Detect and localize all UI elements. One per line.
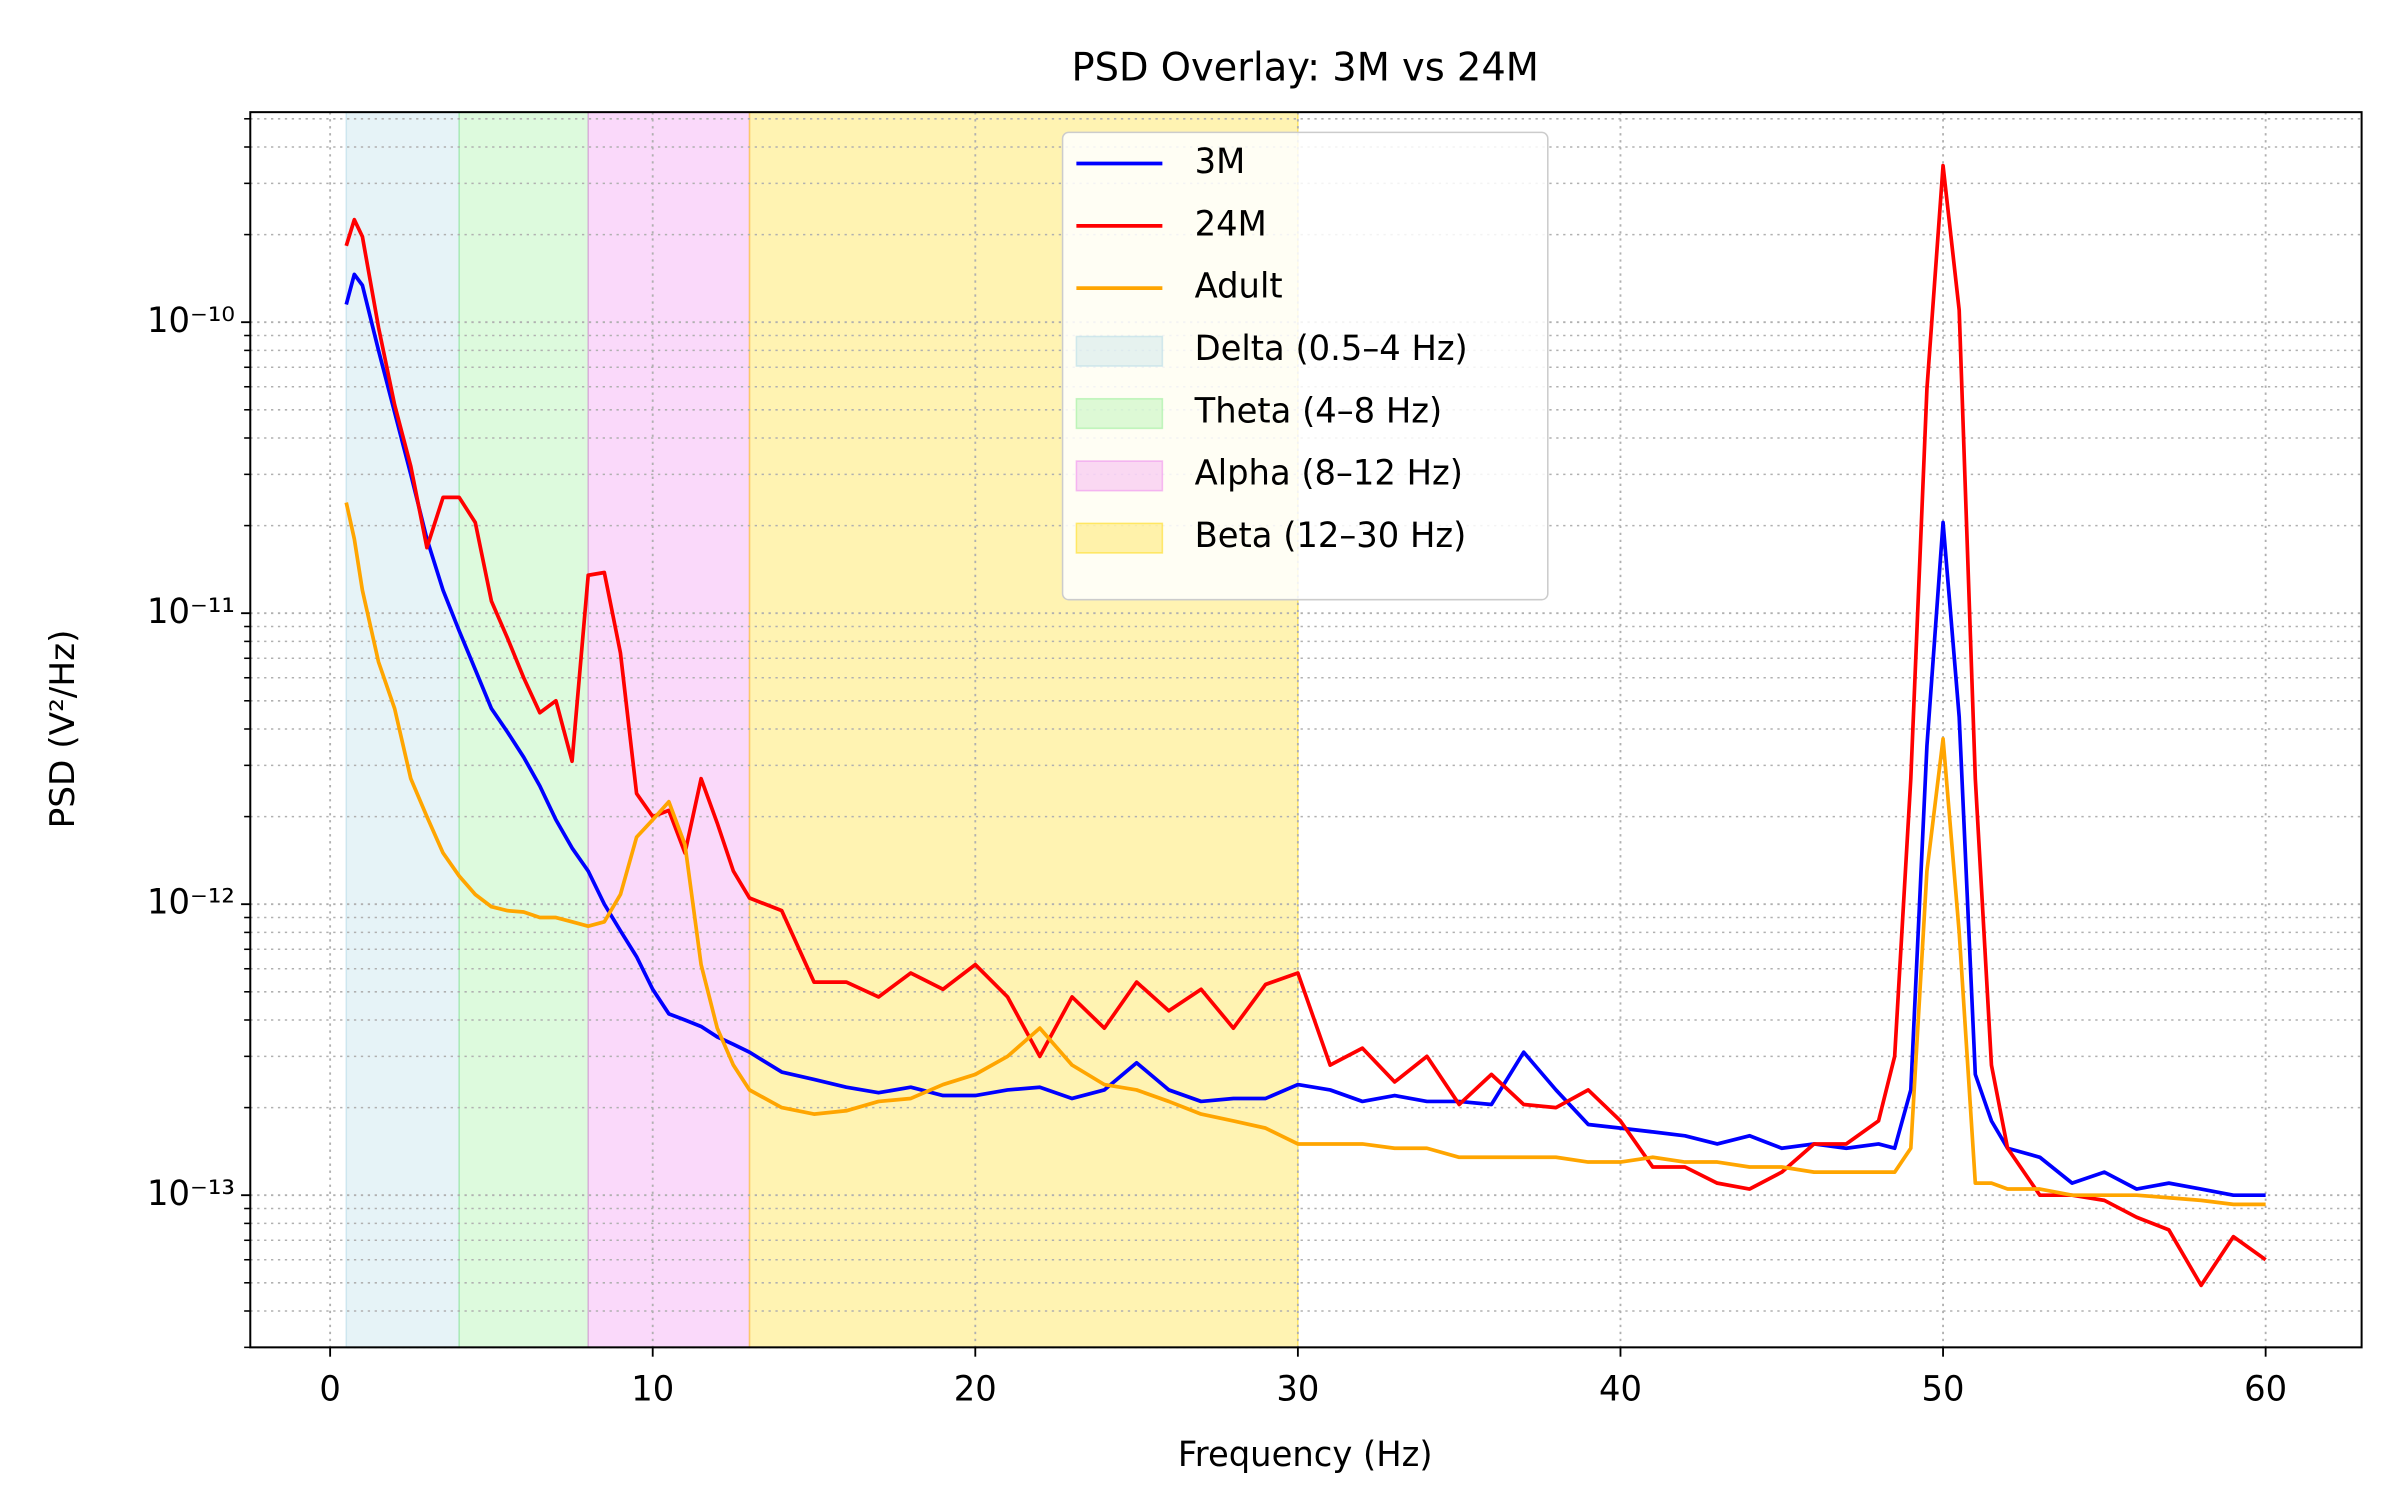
x-tick-label: 50 [1922,1369,1965,1409]
x-tick-label: 0 [319,1369,341,1409]
legend-swatch [1075,460,1164,492]
x-tick-label: 10 [631,1369,674,1409]
chart-title: PSD Overlay: 3M vs 24M [1071,45,1538,90]
x-tick-label: 20 [954,1369,997,1409]
legend-swatch [1075,335,1164,367]
y-tick-label: 10⁻¹² [147,883,235,923]
plot-frame [249,111,2363,1349]
series-line [344,163,2267,1288]
x-tick-label: 60 [2244,1369,2287,1409]
x-tick-label: 40 [1599,1369,1642,1409]
y-tick-label: 10⁻¹¹ [147,592,235,632]
legend-swatch [1075,522,1164,554]
x-axis-label: Frequency (Hz) [1178,1435,1433,1475]
y-tick-label: 10⁻¹³ [147,1174,235,1214]
legend-label: Delta (0.5–4 Hz) [1195,329,1468,369]
y-tick-label: 10⁻¹⁰ [147,301,235,341]
series-line [344,502,2266,1207]
legend-swatch [1075,397,1164,430]
legend-label: Adult [1195,267,1283,307]
legend-label: Theta (4–8 Hz) [1194,391,1443,431]
legend-label: Beta (12–30 Hz) [1195,516,1467,556]
y-axis-label: PSD (V²/Hz) [43,630,83,829]
series-line [344,272,2266,1198]
legend-label: 3M [1195,142,1246,182]
x-tick-label: 30 [1276,1369,1319,1409]
frequency-band [587,111,751,1349]
legend-label: 24M [1195,204,1267,244]
legend-label: Alpha (8–12 Hz) [1195,453,1463,493]
legend-box [1061,131,1549,601]
